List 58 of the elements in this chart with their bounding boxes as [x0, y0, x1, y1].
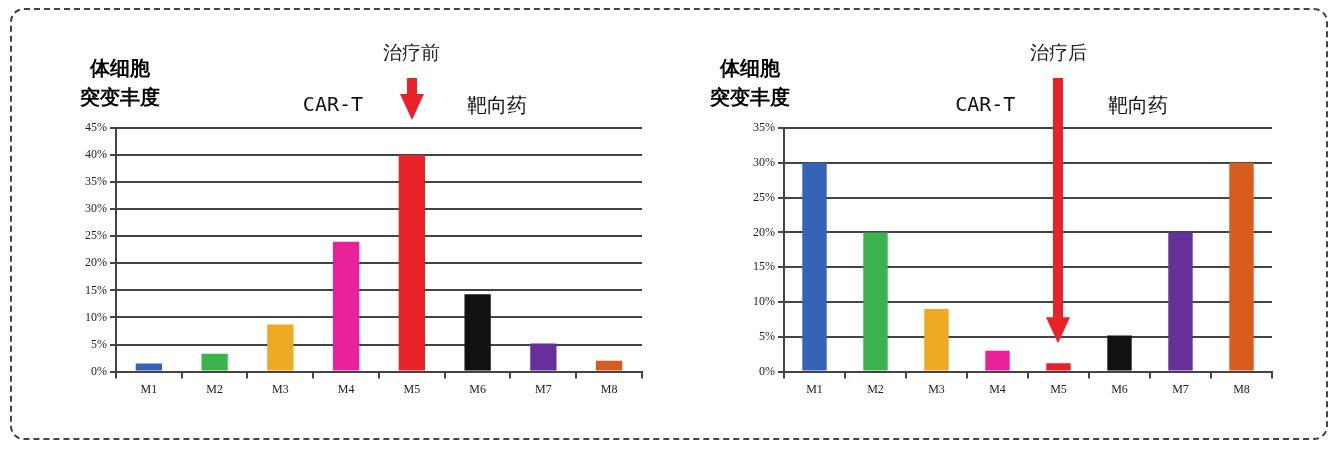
bar	[332, 241, 360, 371]
y-axis-title: 体细胞突变丰度	[710, 55, 790, 111]
bar	[595, 360, 623, 371]
y-tick-label: 15%	[753, 259, 775, 274]
x-tick-label: M3	[272, 381, 289, 396]
text: CAR-T	[955, 92, 1016, 116]
x-tick-label: M6	[1111, 381, 1128, 396]
y-tick-label: 5%	[759, 328, 775, 343]
x-tick-label: M2	[867, 381, 884, 396]
x-tick-label: M1	[140, 381, 158, 396]
x-tick-label: M5	[403, 381, 421, 396]
bar	[1168, 232, 1193, 371]
y-tick-label: 0%	[759, 363, 775, 378]
bar	[1229, 162, 1254, 371]
y-tick-label: 25%	[85, 228, 107, 243]
bar	[530, 343, 557, 371]
y-tick-label: 20%	[753, 224, 775, 239]
bar	[1046, 363, 1071, 371]
chart-title: 治疗后	[1029, 40, 1087, 65]
x-tick-label: M2	[206, 381, 223, 396]
x-tick-label: M6	[469, 381, 486, 396]
bar	[924, 308, 949, 371]
bar	[802, 162, 827, 371]
y-tick-label: 35%	[85, 174, 107, 189]
y-tick-label: 0%	[91, 363, 107, 378]
bar	[464, 294, 491, 371]
x-tick-label: M7	[535, 381, 552, 396]
y-axis-title: 体细胞突变丰度	[80, 55, 160, 111]
x-tick-label: M4	[337, 381, 355, 396]
y-tick-label: 15%	[85, 282, 107, 297]
chart-title: 治疗前	[383, 40, 441, 65]
text: 靶向药	[467, 92, 528, 119]
y-tick-label: 10%	[85, 309, 107, 324]
y-tick-label: 35%	[753, 120, 775, 135]
x-tick-label: M4	[989, 381, 1006, 396]
y-tick-label: 40%	[85, 147, 107, 162]
bar	[985, 350, 1010, 371]
text: 靶向药	[1107, 92, 1168, 119]
y-tick-label: 30%	[85, 201, 107, 216]
x-tick-label: M7	[1172, 381, 1189, 396]
bar	[135, 363, 163, 371]
y-tick-label: 30%	[753, 154, 775, 169]
x-tick-label: M5	[1050, 381, 1067, 396]
x-tick-label: M1	[806, 381, 823, 396]
bar	[1107, 335, 1132, 371]
y-tick-label: 20%	[85, 255, 107, 270]
x-tick-label: M8	[600, 381, 618, 396]
y-tick-label: 25%	[753, 189, 775, 204]
x-tick-label: M3	[928, 381, 945, 396]
y-tick-label: 5%	[91, 336, 107, 351]
bar	[398, 155, 426, 371]
x-tick-label: M8	[1233, 381, 1250, 396]
y-tick-label: 45%	[85, 120, 107, 135]
bar	[201, 353, 228, 371]
y-tick-label: 10%	[753, 294, 775, 309]
bar	[863, 232, 888, 371]
text: CAR-T	[302, 92, 364, 116]
bar	[267, 324, 294, 371]
